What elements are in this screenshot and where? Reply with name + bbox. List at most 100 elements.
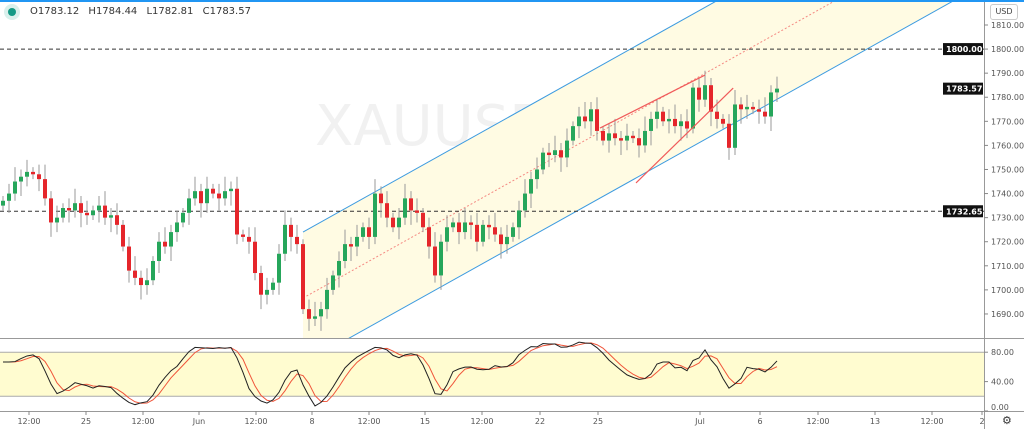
time-tick-label: 12:00 [17, 417, 40, 426]
candle-body [535, 169, 539, 180]
candle-body [721, 118, 725, 124]
candle [187, 188, 191, 225]
candle-body [517, 210, 521, 228]
candle [637, 128, 641, 158]
price-tick-label: 1730.00 [991, 214, 1024, 223]
candle [589, 102, 593, 136]
candle-body [211, 188, 215, 194]
candle-body [655, 111, 659, 119]
candle [757, 99, 761, 124]
candle [595, 97, 599, 141]
candle [337, 251, 341, 288]
price-badge [943, 43, 983, 56]
candle-body [571, 126, 575, 141]
candle [643, 116, 647, 153]
price-tick-label: 1810.00 [991, 21, 1024, 30]
candle-body [103, 205, 107, 218]
candle-body [427, 227, 431, 247]
candle [481, 220, 485, 247]
candle [619, 130, 623, 156]
time-tick-label: 25 [593, 417, 603, 426]
candle-body [373, 193, 377, 237]
candle-body [343, 244, 347, 261]
candle [91, 205, 95, 221]
candle-body [229, 188, 233, 192]
candle-body [709, 85, 713, 112]
candle-body [247, 236, 251, 242]
candle-body [73, 203, 77, 211]
candle-body [763, 111, 767, 117]
candle-body [199, 191, 203, 204]
candle [319, 301, 323, 331]
candle [235, 176, 239, 245]
candle-body [493, 227, 497, 235]
candle-body [55, 217, 59, 223]
candle-body [505, 236, 509, 245]
candle-body [457, 222, 461, 233]
candle-body [115, 215, 119, 225]
candle-body [643, 130, 647, 146]
candle-body [553, 150, 557, 156]
time-tick-label: 6 [757, 417, 762, 426]
stochastic-d-line [3, 342, 778, 404]
stochastic-k-line [3, 341, 778, 407]
candle [745, 94, 749, 119]
candle-body [673, 118, 677, 127]
price-tick-label: 1800.00 [991, 45, 1024, 54]
main-pane: XAUUSD [0, 0, 984, 338]
candle [691, 82, 695, 134]
candle [565, 128, 569, 168]
candle [775, 76, 779, 103]
candle [379, 186, 383, 218]
candle-body [187, 198, 191, 213]
candle [451, 217, 455, 233]
candle-body [385, 203, 389, 218]
candle [103, 191, 107, 225]
candle [421, 208, 425, 233]
candle [265, 277, 269, 305]
candle [43, 164, 47, 206]
candle [493, 212, 497, 242]
candle-body [361, 227, 365, 237]
candle-body [595, 109, 599, 131]
trendline [635, 87, 734, 184]
candle-body [409, 198, 413, 211]
candle-body [163, 241, 167, 247]
candle [139, 270, 143, 300]
candle [697, 77, 701, 112]
candle-body [85, 212, 89, 216]
candle [439, 234, 443, 290]
gear-icon[interactable]: ⚙ [1002, 414, 1012, 427]
candle [241, 229, 245, 242]
price-tick-label: 1690.00 [991, 310, 1024, 319]
currency-button[interactable]: USD [990, 4, 1018, 20]
candle [529, 171, 533, 209]
candle-body [679, 121, 683, 127]
candle-body [367, 227, 371, 237]
candle [31, 167, 35, 180]
price-tick-label: 1700.00 [991, 286, 1024, 295]
candle [559, 142, 563, 172]
candle [415, 198, 419, 223]
candle [205, 176, 209, 213]
candle-body [139, 277, 143, 286]
candle [307, 299, 311, 331]
candle [361, 222, 365, 242]
candle-body [631, 135, 635, 139]
candle [73, 188, 77, 218]
candle-body [301, 244, 305, 310]
candle-body [127, 246, 131, 271]
candle [673, 104, 677, 134]
candle-body [235, 188, 239, 235]
candle-body [511, 227, 515, 237]
candle-body [43, 179, 47, 199]
candle [259, 265, 263, 310]
candle-body [313, 316, 317, 319]
candle-body [451, 222, 455, 228]
candle [649, 111, 653, 146]
candle-body [337, 260, 341, 276]
candle [37, 164, 41, 192]
price-tick-label: 1720.00 [991, 238, 1024, 247]
candle-body [37, 174, 41, 180]
